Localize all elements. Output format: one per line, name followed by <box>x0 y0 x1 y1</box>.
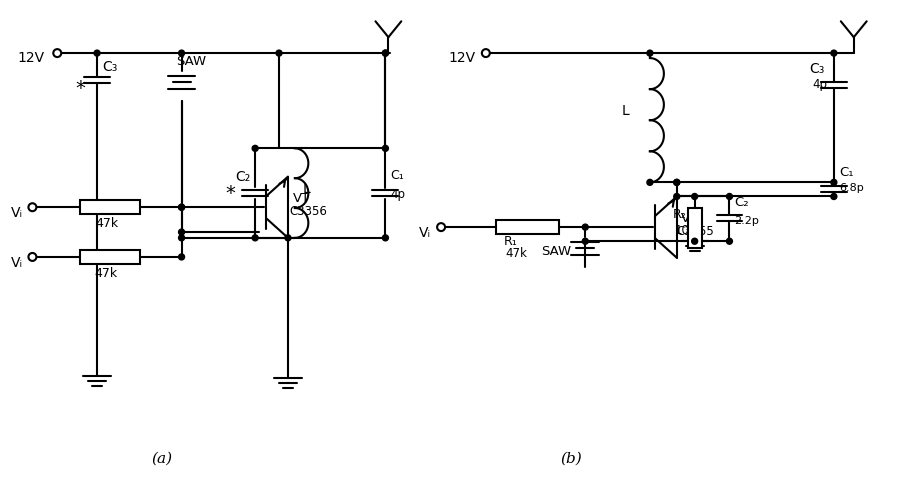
Text: *: * <box>226 184 236 203</box>
Text: VT: VT <box>293 192 310 205</box>
Text: C₃: C₃ <box>102 60 118 74</box>
Circle shape <box>383 50 388 56</box>
Text: C3356: C3356 <box>289 205 327 218</box>
Text: (a): (a) <box>152 452 173 466</box>
Circle shape <box>582 224 588 230</box>
Circle shape <box>692 238 698 244</box>
Circle shape <box>647 180 653 185</box>
Circle shape <box>28 253 37 261</box>
Bar <box>496 220 560 234</box>
Text: C₁: C₁ <box>839 165 854 179</box>
Circle shape <box>831 180 837 185</box>
Text: *: * <box>75 79 85 98</box>
Circle shape <box>647 50 653 56</box>
Text: C₂: C₂ <box>734 196 749 210</box>
Text: Vᵢ: Vᵢ <box>419 226 431 240</box>
Text: 47k: 47k <box>506 247 528 260</box>
Circle shape <box>252 235 258 241</box>
Circle shape <box>674 193 680 199</box>
Circle shape <box>831 193 837 199</box>
Circle shape <box>383 50 388 56</box>
Circle shape <box>831 50 837 56</box>
Circle shape <box>383 235 388 241</box>
Text: 4p: 4p <box>391 188 405 201</box>
Text: Vᵢ: Vᵢ <box>11 206 23 220</box>
Text: 47k: 47k <box>95 217 118 230</box>
Circle shape <box>179 235 184 241</box>
Circle shape <box>383 145 388 152</box>
Text: SAW: SAW <box>541 245 572 258</box>
Text: C₂: C₂ <box>236 170 250 184</box>
Circle shape <box>692 193 698 199</box>
Text: SAW: SAW <box>176 55 206 68</box>
Text: 4p: 4p <box>812 78 827 91</box>
Text: 2.2p: 2.2p <box>734 216 760 226</box>
Circle shape <box>179 229 184 235</box>
Circle shape <box>179 50 184 56</box>
Circle shape <box>179 254 184 260</box>
Text: (b): (b) <box>561 452 582 466</box>
Circle shape <box>674 180 680 185</box>
Circle shape <box>582 238 588 244</box>
Text: VT: VT <box>681 212 698 225</box>
Circle shape <box>674 180 680 185</box>
Circle shape <box>437 223 445 231</box>
Text: L: L <box>303 182 310 196</box>
Text: L: L <box>622 104 630 118</box>
Text: 12V: 12V <box>448 51 475 65</box>
Circle shape <box>94 50 100 56</box>
Bar <box>80 200 140 214</box>
Text: R₂: R₂ <box>673 208 687 221</box>
Text: R₁: R₁ <box>504 235 518 248</box>
Circle shape <box>727 193 732 199</box>
Circle shape <box>179 204 184 210</box>
Text: C3355: C3355 <box>677 225 715 238</box>
Circle shape <box>28 203 37 211</box>
Circle shape <box>727 238 732 244</box>
Text: 12V: 12V <box>17 51 45 65</box>
Text: 100: 100 <box>675 224 697 237</box>
Text: C₃: C₃ <box>809 62 824 76</box>
Circle shape <box>482 49 489 57</box>
Text: C₁: C₁ <box>391 169 404 182</box>
Bar <box>80 250 140 264</box>
Circle shape <box>252 145 258 152</box>
Circle shape <box>285 235 291 241</box>
Text: 6.8p: 6.8p <box>839 184 864 193</box>
Text: 47k: 47k <box>94 267 117 280</box>
Circle shape <box>53 49 61 57</box>
Bar <box>687 209 701 248</box>
Text: Vᵢ: Vᵢ <box>11 256 23 270</box>
Circle shape <box>276 50 282 56</box>
Circle shape <box>179 204 184 210</box>
